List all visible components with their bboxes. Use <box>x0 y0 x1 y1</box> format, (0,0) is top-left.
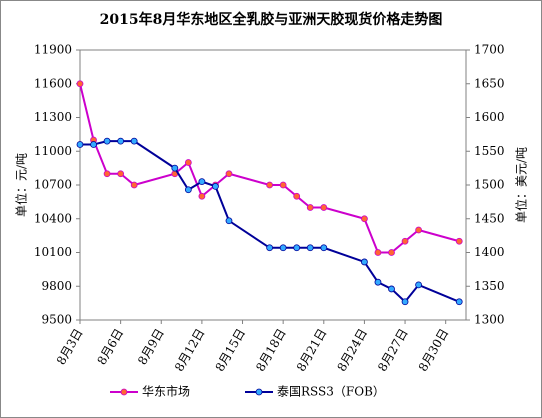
point <box>198 178 206 186</box>
y-tick-label: 11900 <box>34 43 72 57</box>
point <box>361 258 368 266</box>
point <box>90 141 97 148</box>
point <box>401 237 409 245</box>
legend-label: 华东市场 <box>142 384 190 399</box>
y2-tick-label: 1550 <box>474 144 505 158</box>
point <box>76 141 84 148</box>
point <box>130 137 138 145</box>
point <box>279 244 287 252</box>
point <box>103 137 111 145</box>
y2-tick-label: 1600 <box>474 110 505 124</box>
y-axis-label: 单位：元/吨 <box>14 153 29 217</box>
legend-marker <box>120 388 128 396</box>
point <box>388 285 395 293</box>
point <box>401 298 409 306</box>
y-tick-label: 11600 <box>34 76 72 90</box>
y2-tick-label: 1650 <box>474 76 505 90</box>
point <box>279 181 287 189</box>
y2-tick-label: 1400 <box>474 245 505 259</box>
point <box>198 192 206 200</box>
point <box>184 159 192 166</box>
point <box>293 192 301 200</box>
point <box>293 244 301 252</box>
point <box>266 244 274 252</box>
y2-tick-label: 1450 <box>474 211 505 225</box>
point <box>225 217 233 225</box>
point <box>117 170 125 178</box>
point <box>306 204 314 211</box>
y-tick-label: 10100 <box>34 245 72 259</box>
point <box>130 181 138 189</box>
point <box>117 137 125 145</box>
point <box>225 170 233 178</box>
point <box>455 237 463 245</box>
legend-marker <box>255 388 263 396</box>
point <box>374 249 382 256</box>
legend-label: 泰国RSS3（FOB） <box>277 385 385 399</box>
y2-tick-label: 1300 <box>474 313 505 327</box>
point <box>455 298 463 306</box>
point <box>415 226 422 234</box>
point <box>266 181 274 189</box>
y2-axis-label: 单位：美元/吨 <box>514 147 529 223</box>
y2-tick-label: 1350 <box>474 279 505 293</box>
chart-title: 2015年8月华东地区全乳胶与亚洲天胶现货价格走势图 <box>100 11 443 28</box>
y-tick-label: 10400 <box>34 211 72 225</box>
point <box>361 215 368 223</box>
point <box>415 281 422 289</box>
y-tick-label: 9800 <box>41 279 72 293</box>
point <box>306 244 314 252</box>
point <box>184 186 192 194</box>
point <box>320 204 328 211</box>
point <box>212 182 219 190</box>
point <box>76 80 84 88</box>
y2-tick-label: 1700 <box>474 43 505 57</box>
y-tick-label: 9500 <box>41 313 72 327</box>
point <box>320 244 328 252</box>
point <box>374 278 382 286</box>
y-tick-label: 10700 <box>34 178 72 192</box>
y2-tick-label: 1500 <box>474 178 505 192</box>
point <box>103 170 111 178</box>
point <box>171 164 179 172</box>
point <box>388 249 395 256</box>
y-tick-label: 11300 <box>34 110 72 124</box>
y-tick-label: 11000 <box>34 144 72 158</box>
